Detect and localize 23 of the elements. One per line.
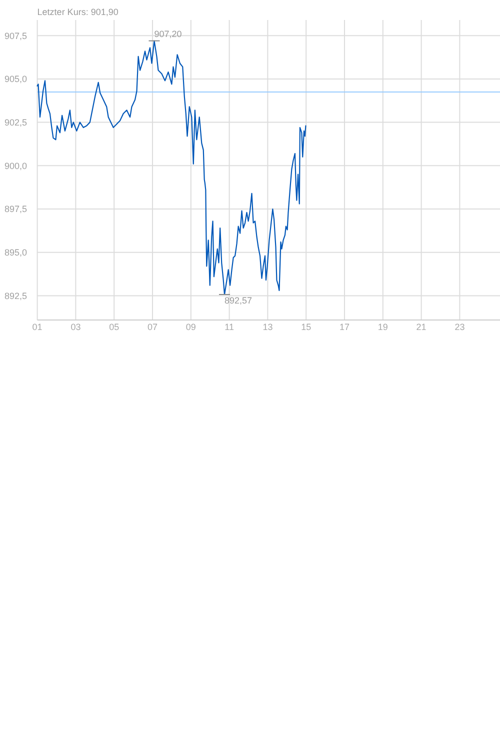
y-tick-label: 892,5 [4,290,27,301]
y-tick-label: 907,5 [4,30,27,41]
y-tick-label: 900,0 [4,160,27,171]
chart-title: Letzter Kurs: 901,90 [37,7,118,17]
x-tick-label: 09 [186,322,196,332]
x-tick-label: 11 [224,322,234,332]
x-tick-label: 05 [109,322,120,332]
y-tick-label: 895,0 [4,248,27,258]
y-tick-label: 902,5 [4,117,27,128]
x-tick-label: 15 [301,322,312,332]
x-tick-label: 19 [378,322,388,332]
x-tick-label: 03 [70,322,81,332]
x-tick-label: 07 [147,322,158,332]
x-tick-label: 13 [262,322,273,332]
x-tick-label: 17 [339,322,350,332]
annotation: 907,20 [154,28,182,39]
x-tick-label: 23 [454,322,465,332]
y-tick-label: 897,5 [4,204,27,214]
annotation: 892,57 [224,296,252,306]
y-tick-label: 905,0 [4,74,27,84]
line-series [36,40,306,296]
x-tick-label: 21 [416,322,426,332]
x-tick-label: 01 [32,322,42,332]
